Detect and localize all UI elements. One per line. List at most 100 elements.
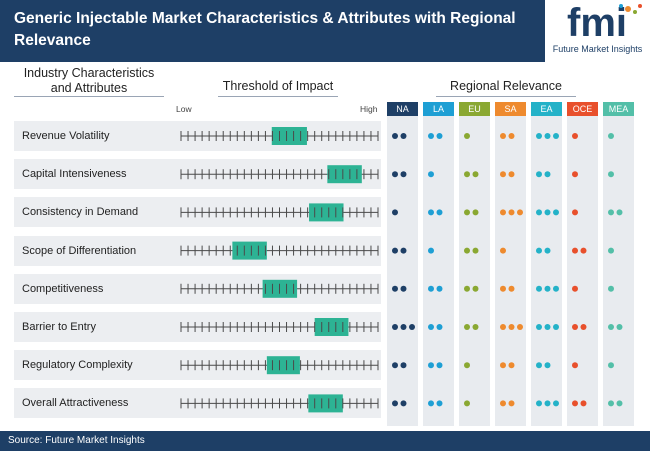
- relevance-dot-oce-overall-attractiveness: [580, 400, 587, 407]
- relevance-dot-la-competitiveness: [428, 285, 434, 292]
- relevance-dot-la-revenue-volatility: [436, 133, 443, 139]
- relevance-dot-ea-barrier-to-entry: [536, 324, 542, 330]
- relevance-dot-la-consistency-in-demand: [428, 209, 434, 216]
- row-label-competitiveness: Competitiveness: [22, 282, 104, 295]
- relevance-dot-eu-competitiveness: [464, 285, 470, 292]
- relevance-dot-sa-scope-of-differentiation: [500, 247, 506, 254]
- relevance-dot-sa-revenue-volatility: [508, 133, 515, 139]
- relevance-dot-mea-overall-attractiveness: [616, 400, 623, 407]
- relevance-dot-ea-competitiveness: [553, 285, 559, 292]
- region-label-oce: OCE: [567, 102, 598, 116]
- region-label-la: LA: [423, 102, 454, 116]
- region-column-eu: [459, 116, 490, 426]
- relevance-dot-sa-regulatory-complexity: [500, 362, 506, 369]
- relevance-dot-oce-consistency-in-demand: [572, 209, 578, 216]
- source-text: Source: Future Market Insights: [8, 435, 145, 446]
- relevance-dot-eu-scope-of-differentiation: [464, 247, 470, 254]
- relevance-dot-na-scope-of-differentiation: [392, 247, 398, 254]
- relevance-dot-la-capital-intensiveness: [428, 171, 434, 178]
- relevance-dot-mea-capital-intensiveness: [608, 171, 614, 178]
- relevance-dot-ea-overall-attractiveness: [544, 400, 551, 407]
- relevance-dot-mea-barrier-to-entry: [616, 324, 623, 330]
- region-label-eu: EU: [459, 102, 490, 116]
- relevance-dot-ea-revenue-volatility: [536, 133, 542, 139]
- regional-heading-underline: [436, 96, 576, 97]
- relevance-dot-ea-regulatory-complexity: [536, 362, 542, 369]
- relevance-dot-ea-competitiveness: [536, 285, 542, 292]
- region-column-oce: [567, 116, 598, 426]
- relevance-dot-ea-consistency-in-demand: [536, 209, 542, 216]
- relevance-dot-mea-competitiveness: [608, 285, 614, 292]
- threshold-heading-underline: [218, 96, 338, 97]
- relevance-dot-mea-consistency-in-demand: [616, 209, 623, 216]
- relevance-dot-oce-revenue-volatility: [572, 133, 578, 139]
- relevance-dot-na-consistency-in-demand: [392, 209, 398, 216]
- relevance-dot-eu-competitiveness: [472, 285, 479, 292]
- relevance-dot-sa-competitiveness: [500, 285, 506, 292]
- relevance-dot-na-revenue-volatility: [400, 133, 407, 139]
- relevance-dot-oce-capital-intensiveness: [572, 171, 578, 178]
- relevance-dot-ea-barrier-to-entry: [544, 324, 551, 330]
- region-column-ea: [531, 116, 562, 426]
- relevance-dot-la-regulatory-complexity: [436, 362, 443, 369]
- relevance-dot-ea-capital-intensiveness: [544, 171, 551, 178]
- regional-column-heading: Regional Relevance: [450, 79, 562, 93]
- region-column-na: [387, 116, 418, 426]
- relevance-dot-eu-revenue-volatility: [464, 133, 470, 139]
- scale-high-label: High: [360, 104, 378, 114]
- relevance-dot-na-barrier-to-entry: [392, 324, 398, 330]
- impact-bar-revenue-volatility: [271, 127, 307, 145]
- relevance-dot-na-regulatory-complexity: [392, 362, 398, 369]
- relevance-dot-sa-consistency-in-demand: [517, 209, 523, 216]
- region-label-ea: EA: [531, 102, 562, 116]
- relevance-dot-ea-barrier-to-entry: [553, 324, 559, 330]
- relevance-dot-la-competitiveness: [436, 285, 443, 292]
- relevance-dot-la-overall-attractiveness: [428, 400, 434, 407]
- relevance-dot-ea-scope-of-differentiation: [536, 247, 542, 254]
- relevance-dot-ea-revenue-volatility: [544, 133, 551, 139]
- relevance-dot-na-overall-attractiveness: [400, 400, 407, 407]
- fmi-logo: fmi Future Market Insights: [545, 0, 650, 62]
- relevance-dot-sa-overall-attractiveness: [508, 400, 515, 407]
- relevance-dot-ea-overall-attractiveness: [553, 400, 559, 407]
- relevance-dot-sa-revenue-volatility: [500, 133, 506, 139]
- scale-low-label: Low: [176, 104, 192, 114]
- relevance-dot-eu-barrier-to-entry: [464, 324, 470, 330]
- impact-bar-regulatory-complexity: [266, 356, 300, 375]
- relevance-dot-na-competitiveness: [400, 285, 407, 292]
- relevance-dot-na-competitiveness: [392, 285, 398, 292]
- relevance-dot-mea-revenue-volatility: [608, 133, 614, 139]
- relevance-dot-la-consistency-in-demand: [436, 209, 443, 216]
- relevance-dot-mea-consistency-in-demand: [608, 209, 614, 216]
- relevance-dot-na-overall-attractiveness: [392, 400, 398, 407]
- relevance-dot-na-regulatory-complexity: [400, 362, 407, 369]
- relevance-dot-la-scope-of-differentiation: [428, 247, 434, 254]
- relevance-dot-sa-consistency-in-demand: [500, 209, 506, 216]
- relevance-dot-ea-capital-intensiveness: [536, 171, 542, 178]
- relevance-dot-ea-consistency-in-demand: [544, 209, 551, 216]
- footer-bar: Source: Future Market Insights: [0, 431, 650, 451]
- header-banner: Generic Injectable Market Characteristic…: [0, 0, 650, 62]
- relevance-dot-na-capital-intensiveness: [400, 171, 407, 178]
- attributes-column-heading: Industry Characteristics and Attributes: [23, 66, 155, 95]
- relevance-dot-mea-barrier-to-entry: [608, 324, 614, 330]
- relevance-dot-na-barrier-to-entry: [400, 324, 407, 330]
- relevance-dot-eu-consistency-in-demand: [472, 209, 479, 216]
- relevance-dot-eu-capital-intensiveness: [464, 171, 470, 178]
- relevance-dot-oce-barrier-to-entry: [572, 324, 578, 330]
- region-label-na: NA: [387, 102, 418, 116]
- threshold-column-heading: Threshold of Impact: [222, 79, 334, 93]
- relevance-dot-oce-overall-attractiveness: [572, 400, 578, 407]
- relevance-dot-sa-competitiveness: [508, 285, 515, 292]
- relevance-dot-sa-overall-attractiveness: [500, 400, 506, 407]
- relevance-dot-la-regulatory-complexity: [428, 362, 434, 369]
- relevance-dot-eu-overall-attractiveness: [464, 400, 470, 407]
- relevance-dot-mea-scope-of-differentiation: [608, 247, 614, 254]
- relevance-dot-sa-barrier-to-entry: [500, 324, 506, 330]
- row-label-barrier-to-entry: Barrier to Entry: [22, 321, 96, 333]
- fmi-logo-icon: fmi: [567, 1, 642, 44]
- row-label-consistency-in-demand: Consistency in Demand: [22, 206, 139, 219]
- relevance-dot-mea-regulatory-complexity: [608, 362, 614, 369]
- relevance-dot-sa-barrier-to-entry: [517, 324, 523, 330]
